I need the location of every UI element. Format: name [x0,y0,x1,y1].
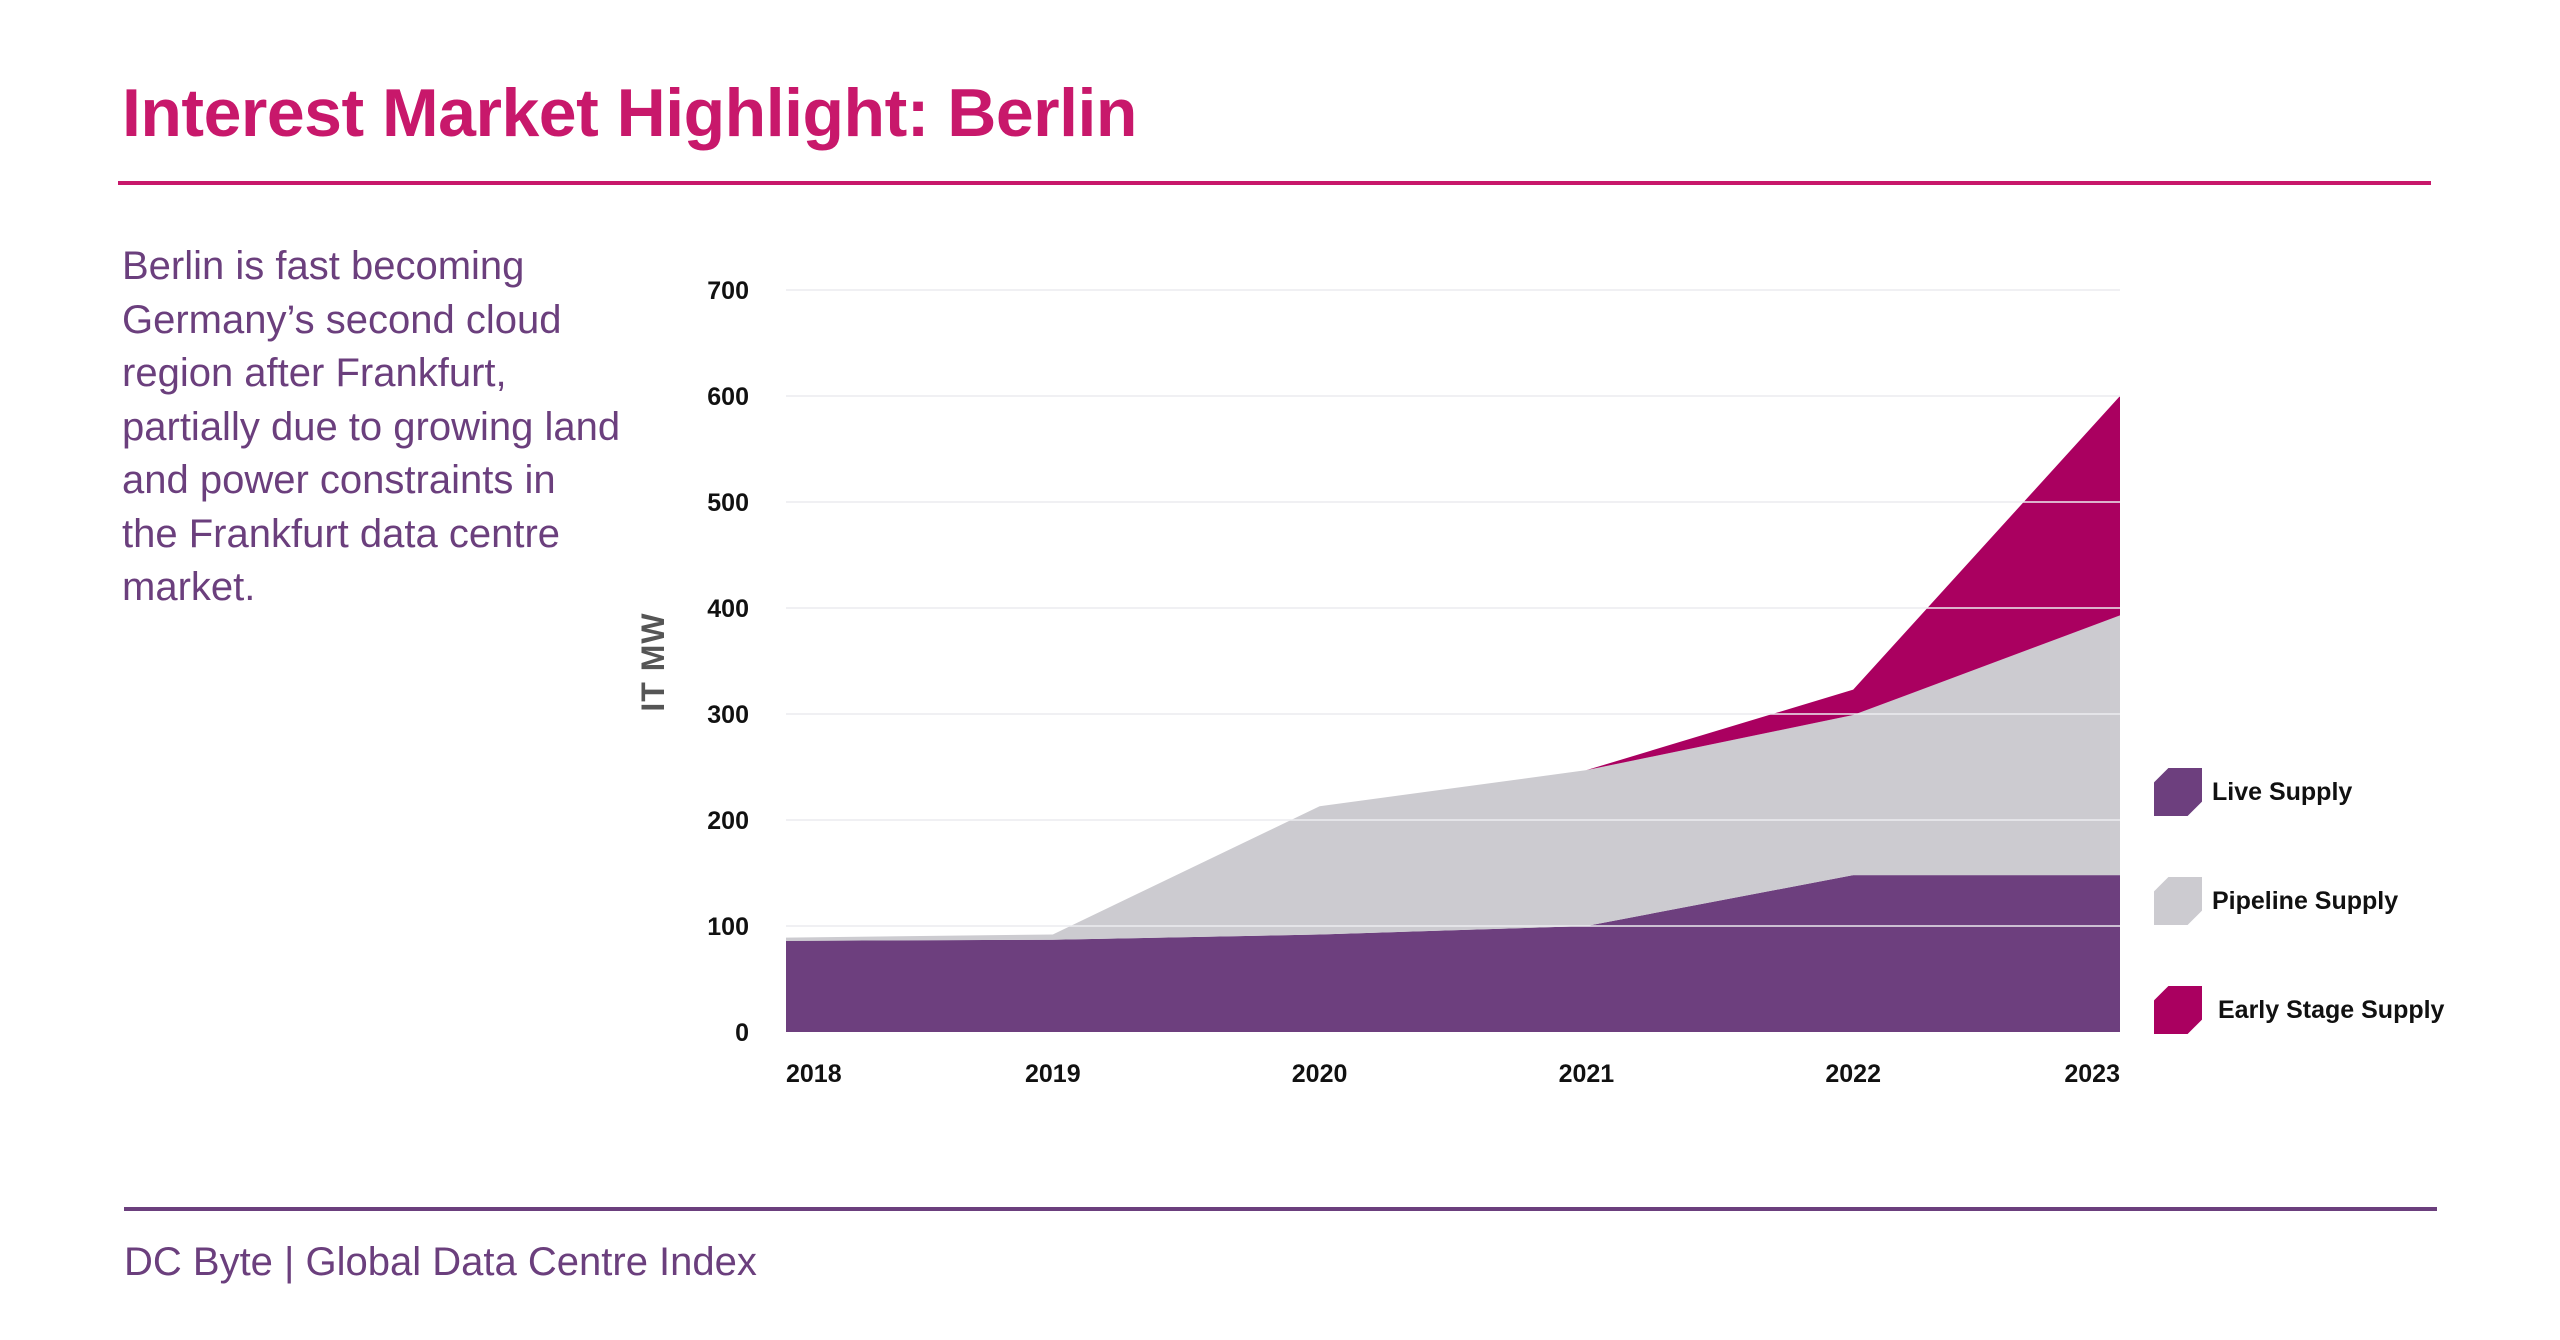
title-divider [118,181,2431,185]
y-tick-label: 400 [707,595,749,623]
page-title: Interest Market Highlight: Berlin [122,75,1137,151]
footer-source: DC Byte | Global Data Centre Index [124,1240,757,1284]
legend-label: Pipeline Supply [2212,886,2399,915]
x-tick-label: 2021 [1559,1060,1615,1088]
x-tick-label: 2019 [1025,1060,1081,1088]
y-tick-label: 200 [707,807,749,835]
area-pipeline-supply [786,615,2120,941]
y-tick-label: 700 [707,277,749,305]
area-live-supply [786,875,2120,1032]
y-tick-label: 500 [707,489,749,517]
early-stage-supply-swatch-icon [2154,986,2202,1034]
x-tick-label: 2018 [786,1060,842,1088]
y-tick-label: 100 [707,913,749,941]
y-axis-label: IT MW [635,612,671,711]
legend-label: Live Supply [2212,777,2353,806]
intro-paragraph: Berlin is fast becoming Germany’s second… [122,244,621,609]
footer-divider [124,1207,2437,1211]
chart-areas [786,396,2120,1032]
legend-item-pipeline-supply: Pipeline Supply [2154,877,2444,925]
legend-item-live-supply: Live Supply [2154,768,2444,816]
chart-legend: Live Supply Pipeline Supply Early Stage … [2154,768,2444,1095]
legend-label: Early Stage Supply [2218,995,2445,1024]
legend-item-early-stage-supply: Early Stage Supply [2154,986,2444,1034]
y-axis-ticks: 0 100 200 300 400 500 600 700 [707,277,749,1047]
y-tick-label: 300 [707,701,749,729]
live-supply-swatch-icon [2154,768,2202,816]
y-tick-label: 600 [707,383,749,411]
x-tick-label: 2023 [2064,1060,2120,1088]
x-axis-ticks: 2018 2019 2020 2021 2022 2023 [786,1060,2120,1088]
pipeline-supply-swatch-icon [2154,877,2202,925]
x-tick-label: 2020 [1292,1060,1348,1088]
x-tick-label: 2022 [1825,1060,1881,1088]
chart-gridlines [786,289,2120,927]
y-tick-label: 0 [735,1019,749,1047]
